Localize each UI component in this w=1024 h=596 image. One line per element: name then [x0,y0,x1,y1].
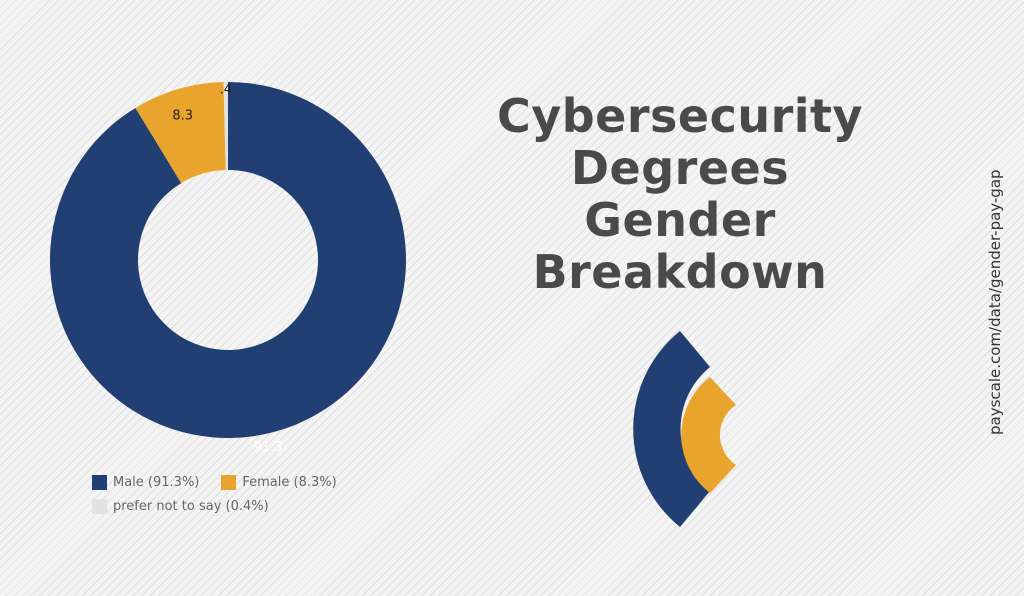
gender-arc-emblem [633,331,736,527]
page-title: Cybersecurity Degrees Gender Breakdown [470,90,890,298]
donut-slice-male [50,82,406,438]
legend-item-female: Female (8.3%) [221,474,337,490]
donut-label-male: 91.3 [253,440,282,455]
legend-swatch-male [92,474,107,490]
donut-chart: 91.3 8.3 .4 [50,82,406,455]
emblem-outer-arc [633,331,710,527]
donut-slice-female [135,82,226,184]
legend-item-prefer-not: prefer not to say (0.4%) [92,498,269,514]
chart-legend: Male (91.3%) Female (8.3%) prefer not to… [92,470,359,518]
emblem-inner-arc [681,377,736,493]
title-line-3: Gender [584,193,776,247]
legend-label-male: Male (91.3%) [113,474,200,490]
legend-item-male: Male (91.3%) [92,474,200,490]
source-credit: payscale.com/data/gender-pay-gap [986,169,1004,435]
legend-label-prefer-not: prefer not to say (0.4%) [113,498,269,514]
legend-label-female: Female (8.3%) [242,474,337,490]
donut-label-prefer-not-to-say: .4 [220,83,232,98]
legend-swatch-female [221,474,237,490]
title-line-1: Cybersecurity [496,89,864,143]
title-line-4: Breakdown [532,245,828,299]
legend-swatch-prefer-not [92,498,107,514]
title-line-2: Degrees [570,141,790,195]
donut-label-female: 8.3 [172,109,193,124]
donut-slice-prefer-not-to-say [223,82,228,171]
